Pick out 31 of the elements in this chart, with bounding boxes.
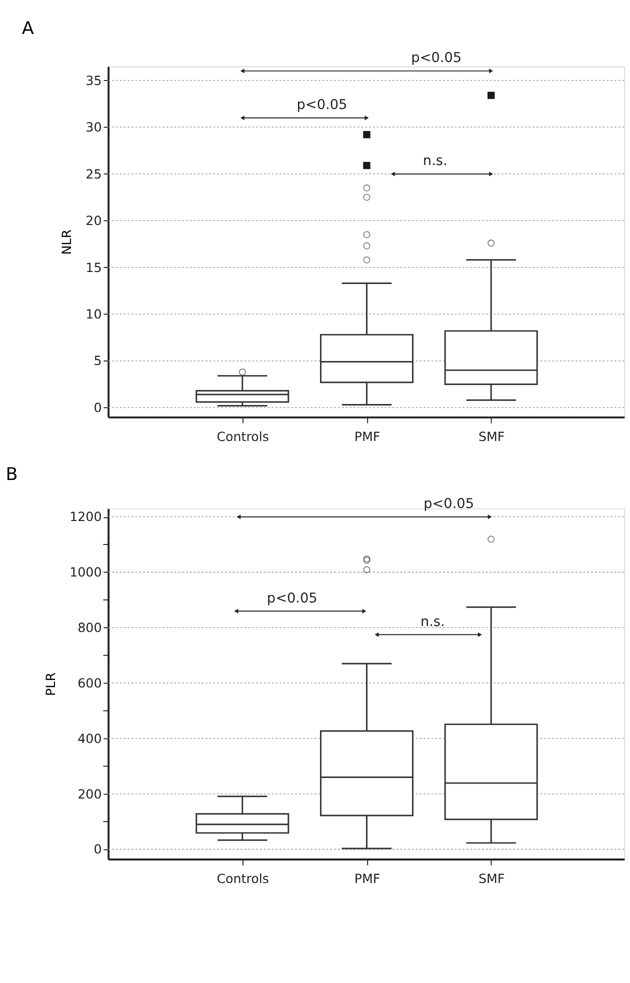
- y-axis-title: PLR: [42, 672, 58, 696]
- text: p<0.05: [411, 50, 462, 66]
- y-tick-label: 800: [78, 620, 102, 635]
- y-tick-label: 600: [78, 675, 102, 690]
- annotation: p<0.05: [424, 496, 474, 512]
- annotation: n.s.: [422, 153, 448, 170]
- x-tick-label: Controls: [216, 870, 270, 886]
- x-tick-label: SMF: [478, 428, 505, 444]
- x-tick-label: SMF: [478, 870, 505, 886]
- annotation: p<0.05: [266, 590, 318, 606]
- chart-title: B: [6, 464, 18, 485]
- annotation: n.s.: [420, 614, 445, 630]
- x-tick-label: Controls: [216, 428, 270, 444]
- annotation: p<0.05: [296, 97, 348, 114]
- y-tick-label: 20: [86, 213, 102, 228]
- x-tick-label: PMF: [354, 870, 380, 886]
- y-tick-label: 15: [86, 260, 102, 275]
- y-tick-label: 10: [86, 306, 102, 322]
- y-tick-label: 400: [78, 730, 102, 746]
- y-axis-title: NLR: [59, 229, 74, 255]
- y-tick-label: 0: [94, 400, 102, 415]
- y-tick-label: 200: [78, 786, 102, 802]
- y-tick-label: 1200: [70, 509, 102, 524]
- y-tick-label: 30: [86, 120, 102, 135]
- y-tick-label: 5: [94, 353, 102, 368]
- y-tick-label: 1000: [70, 564, 102, 580]
- y-tick-label: 35: [86, 72, 102, 88]
- chart-title: A: [22, 18, 34, 39]
- y-tick-label: 25: [86, 166, 102, 182]
- y-tick-label: 0: [94, 842, 102, 857]
- x-tick-label: PMF: [354, 428, 380, 444]
